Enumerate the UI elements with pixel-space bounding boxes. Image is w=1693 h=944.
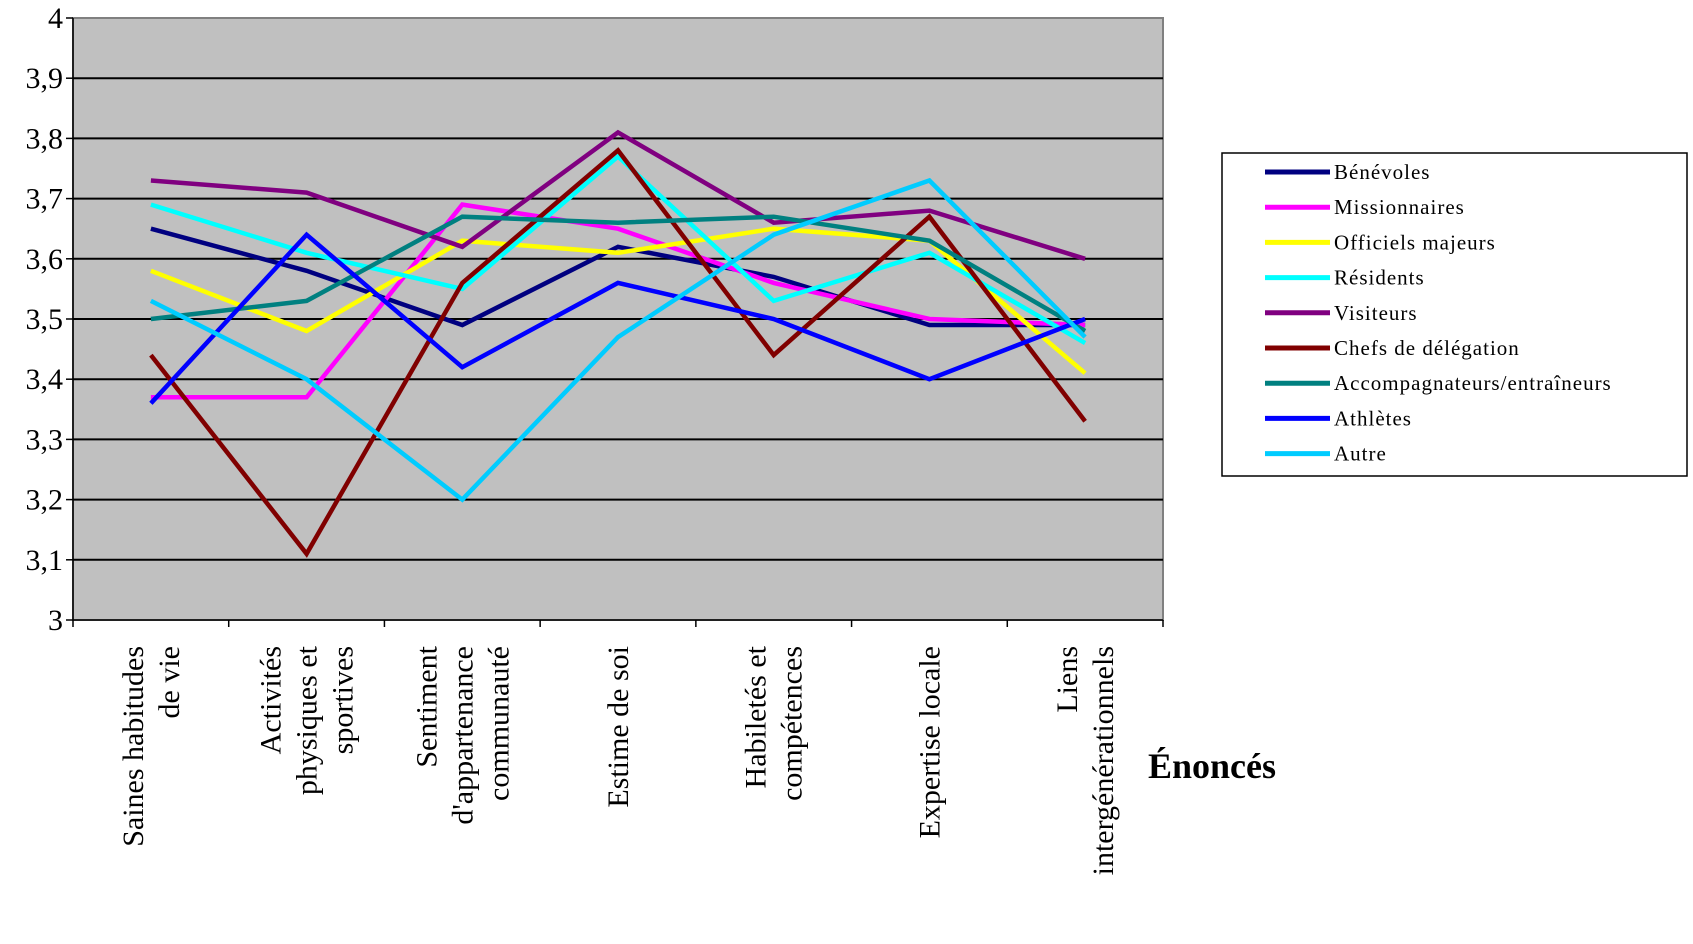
y-tick-label: 3,8 [26,122,64,155]
legend-item: Missionnaires [1265,195,1465,219]
x-category-label-line: intergénérationnels [1087,646,1120,875]
y-tick-label: 3,6 [26,243,64,276]
legend-label: Chefs de délégation [1334,336,1520,360]
y-tick-label: 3 [48,604,63,637]
series-line [150,153,1087,346]
legend-label: Résidents [1334,266,1425,290]
y-tick-label: 3,7 [26,183,64,216]
y-axis-ticks: 3 3,1 3,2 3,3 3,4 3,5 3,6 3,7 3,8 3,9 4 [26,2,64,637]
x-category-label-line: Saines habitudes [117,646,150,847]
x-category-label-line: Activités [255,646,288,754]
x-category-label: Estime de soi [602,646,635,808]
legend-item: Officiels majeurs [1265,230,1496,254]
legend-item: Chefs de délégation [1265,336,1520,360]
legend-item: Autre [1265,442,1387,466]
legend-label: Accompagnateurs/entraîneurs [1334,371,1612,395]
legend-label: Visiteurs [1334,301,1418,325]
x-category-label: Liens intergénérationnels [1051,646,1120,875]
x-category-label-line: communauté [482,646,515,801]
x-category-label: Habiletés et compétences [740,645,809,801]
x-category-label: Sentiment d'appartenance communauté [410,645,515,824]
legend-label: Bénévoles [1334,160,1430,184]
legend: Bénévoles Missionnaires Officiels majeurs R… [1221,152,1688,477]
legend-item: Résidents [1265,266,1425,290]
y-tick-label: 4 [48,2,63,35]
x-category-label-line: de vie [153,646,186,718]
y-tick-label: 3,9 [26,62,64,95]
legend-label: Missionnaires [1334,195,1465,219]
x-category-label-line: Habiletés et [740,645,773,788]
series-line [150,129,1086,261]
x-category-label: Expertise locale [913,646,946,838]
y-tick-label: 3,1 [26,544,64,577]
gridlines [73,77,1163,561]
series-line [149,147,1087,558]
x-category-label-line: sportives [327,646,360,754]
y-tick-label: 3,3 [26,423,64,456]
x-category-label-line: physiques et [291,645,324,795]
x-category-label-line: Liens [1051,646,1084,713]
x-category-label-line: d'appartenance [446,646,479,825]
legend-label: Officiels majeurs [1334,230,1496,254]
legend-label: Athlètes [1334,406,1412,430]
x-axis-categories: Saines habitudes de vie Activités physiques… [117,645,1120,875]
x-category-label-line: Expertise locale [913,646,946,838]
x-category-label: Saines habitudes de vie [117,646,186,847]
legend-item: Athlètes [1265,406,1412,430]
axes [66,17,1164,627]
legend-item: Accompagnateurs/entraîneurs [1265,371,1612,395]
series-lines [149,129,1087,558]
legend-item: Visiteurs [1265,301,1418,325]
y-tick-label: 3,4 [26,363,64,396]
legend-label: Autre [1334,442,1387,466]
x-axis-label: Énoncés [1148,746,1276,786]
series-line [149,231,1086,405]
legend-item: Bénévoles [1265,160,1430,184]
x-category-label: Activités physiques et sportives [255,645,360,795]
x-category-label-line: compétences [776,646,809,801]
series-line [150,226,1086,328]
x-category-label-line: Estime de soi [602,646,635,808]
series-line [149,177,1087,503]
x-category-label-line: Sentiment [410,645,443,767]
y-tick-label: 3,2 [26,484,64,517]
series-line [150,202,1086,400]
series-line [150,214,1087,333]
y-tick-label: 3,5 [26,303,64,336]
